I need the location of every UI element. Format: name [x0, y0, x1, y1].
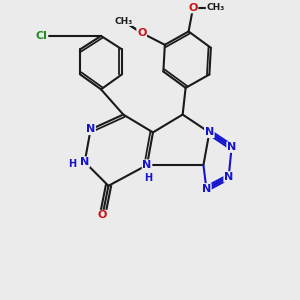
Text: N: N — [202, 184, 211, 194]
Text: N: N — [224, 172, 233, 182]
Text: O: O — [137, 28, 146, 38]
Text: O: O — [98, 211, 107, 220]
Text: CH₃: CH₃ — [206, 3, 224, 12]
Text: N: N — [205, 128, 214, 137]
Text: N: N — [142, 160, 152, 170]
Text: N: N — [227, 142, 236, 152]
Text: Cl: Cl — [36, 31, 48, 41]
Text: O: O — [188, 3, 198, 13]
Text: CH₃: CH₃ — [114, 16, 132, 26]
Text: N: N — [86, 124, 95, 134]
Text: H: H — [145, 173, 153, 183]
Text: H: H — [68, 158, 76, 169]
Text: N: N — [80, 157, 89, 167]
